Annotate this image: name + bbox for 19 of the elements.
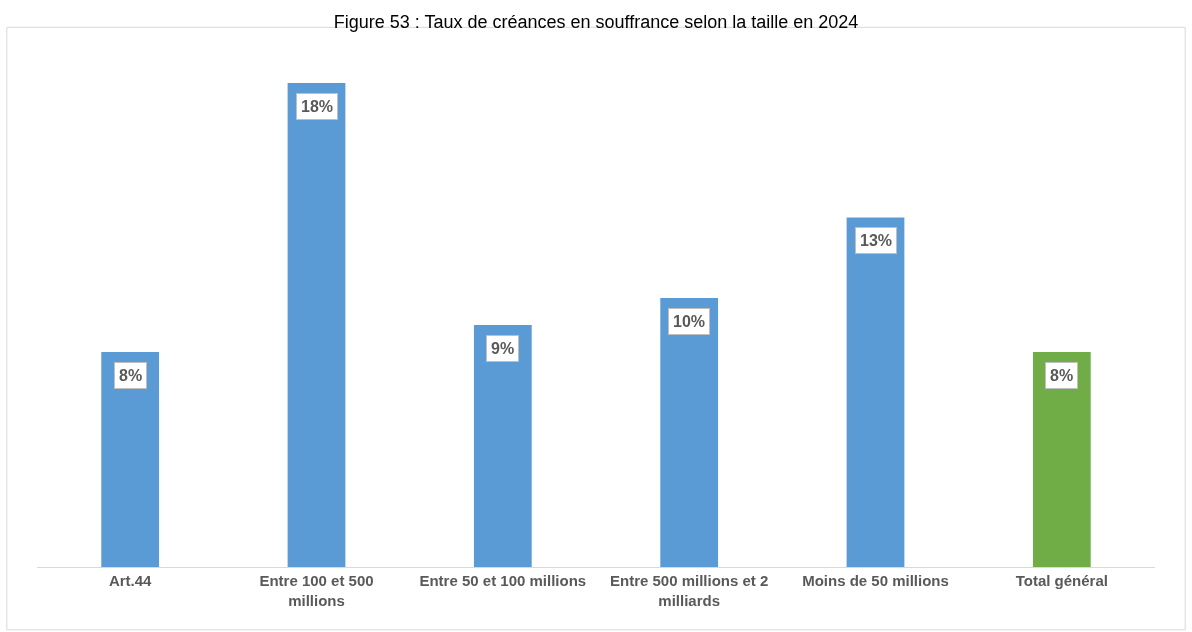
data-label: 8%: [1050, 367, 1074, 384]
x-tick-label: Art.44: [108, 572, 153, 589]
chart-title: Figure 53 : Taux de créances en souffrance selon la taille en 2024: [333, 12, 859, 33]
bar: [101, 351, 160, 567]
bar: [660, 298, 719, 567]
data-label: 8%: [119, 367, 143, 384]
data-label: 13%: [860, 232, 893, 249]
bar: [1032, 351, 1091, 567]
bar: [846, 217, 905, 567]
data-label: 10%: [673, 313, 706, 330]
x-tick-label: Moins de 50 millions: [802, 572, 949, 589]
bar: [473, 325, 532, 567]
x-tick-label: Total général: [1015, 572, 1108, 589]
x-tick-label: Entre 100 et 500 millions: [259, 572, 374, 609]
x-tick-label: Entre 50 et 100 millions: [419, 572, 587, 589]
data-label: 9%: [491, 340, 515, 357]
bar: [287, 83, 346, 567]
data-label: 18%: [301, 98, 334, 115]
x-tick-label: Entre 500 millions et 2 milliards: [609, 572, 769, 609]
